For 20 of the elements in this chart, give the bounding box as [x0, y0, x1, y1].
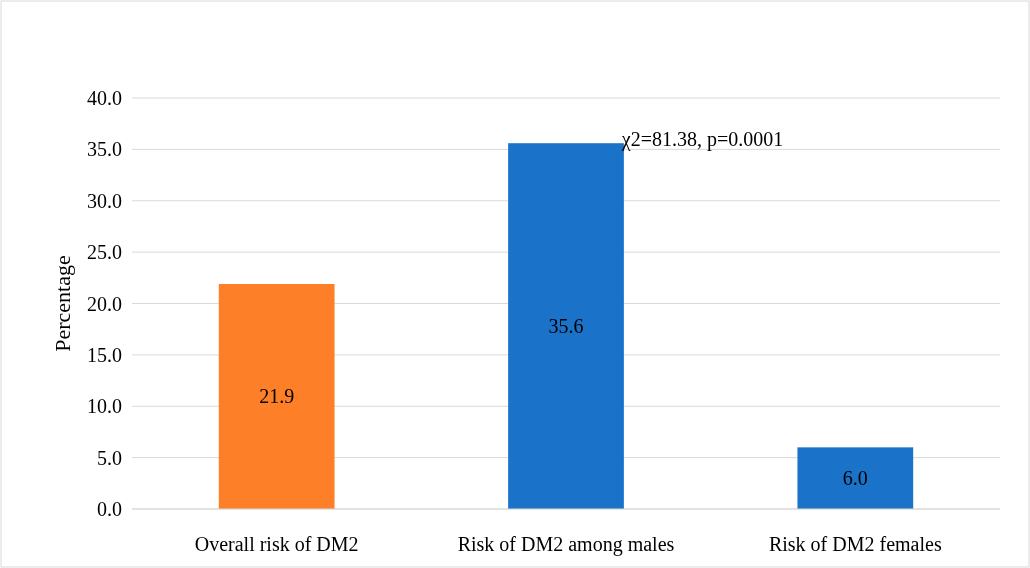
data-label: 6.0: [842, 467, 868, 490]
y-tick-label: 25.0: [87, 241, 122, 264]
bar: [508, 143, 624, 509]
y-tick-label: 20.0: [87, 292, 122, 315]
bar: [797, 447, 914, 509]
data-label: 35.6: [548, 315, 584, 338]
y-tick-label: 40.0: [87, 87, 122, 109]
data-label: 21.9: [259, 385, 295, 408]
y-tick-label: 10.0: [87, 395, 122, 418]
y-tick-label: 5.0: [97, 446, 122, 469]
y-axis-title: Percentage: [50, 255, 75, 352]
bar: [218, 283, 335, 509]
annotation: χ2=81.38, p=0.0001: [620, 128, 784, 152]
x-tick-label: Overall risk of DM2: [194, 533, 359, 555]
y-tick-label: 0.0: [97, 498, 122, 520]
y-tick-label: 15.0: [87, 343, 122, 366]
y-tick-label: 35.0: [87, 138, 122, 161]
x-tick-label: Risk of DM2 females: [768, 533, 942, 555]
y-tick-label: 30.0: [87, 189, 122, 212]
x-tick-label: Risk of DM2 among males: [457, 533, 675, 556]
